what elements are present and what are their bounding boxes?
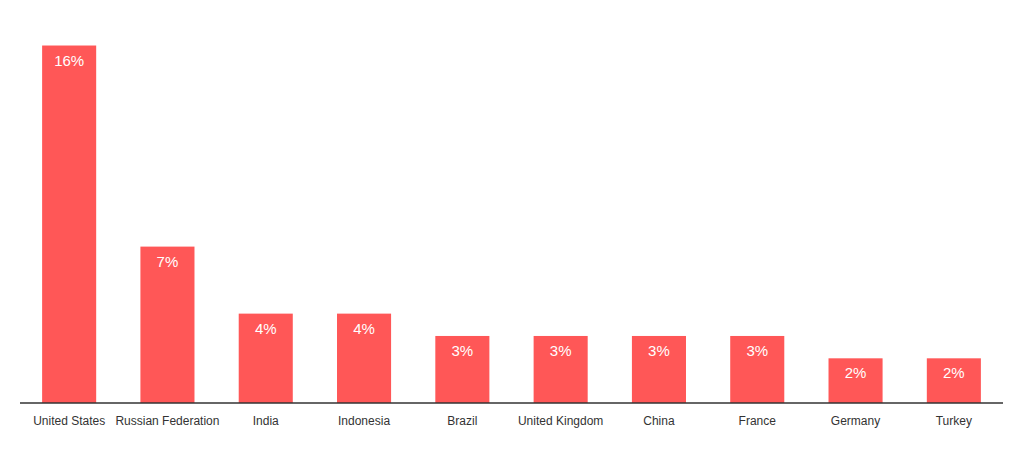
x-tick-label: India xyxy=(253,414,279,428)
x-axis-line xyxy=(20,402,1003,404)
x-tick-label: Brazil xyxy=(447,414,477,428)
data-label: 3% xyxy=(550,342,572,359)
data-labels: 16% 7% 4% 4% 3% 3% 3% 3% 2% 2% xyxy=(54,52,965,382)
x-axis-labels: United States Russian Federation India Indo… xyxy=(33,414,972,428)
bar xyxy=(337,314,391,403)
x-tick-label: Turkey xyxy=(936,414,972,428)
bar xyxy=(632,336,686,403)
bar xyxy=(829,358,883,403)
data-label: 3% xyxy=(452,342,474,359)
chart-container: 16% 7% 4% 4% 3% 3% 3% 3% 2% 2% United States Russia… xyxy=(0,0,1023,451)
data-label: 4% xyxy=(255,320,277,337)
x-tick-label: Germany xyxy=(831,414,880,428)
x-tick-label: Russian Federation xyxy=(115,414,219,428)
data-label: 16% xyxy=(54,52,84,69)
data-label: 3% xyxy=(648,342,670,359)
bars xyxy=(42,46,981,403)
bar xyxy=(140,247,194,403)
bar xyxy=(730,336,784,403)
bar xyxy=(239,314,293,403)
bar xyxy=(927,358,981,403)
data-label: 2% xyxy=(943,364,965,381)
x-tick-label: Indonesia xyxy=(338,414,390,428)
data-label: 2% xyxy=(845,364,867,381)
data-label: 4% xyxy=(353,320,375,337)
bar xyxy=(534,336,588,403)
data-label: 3% xyxy=(746,342,768,359)
x-tick-label: United States xyxy=(33,414,105,428)
bar xyxy=(42,46,96,403)
x-tick-label: China xyxy=(643,414,675,428)
x-tick-label: France xyxy=(739,414,777,428)
bar xyxy=(435,336,489,403)
chart-svg: 16% 7% 4% 4% 3% 3% 3% 3% 2% 2% United States Russia… xyxy=(0,0,1023,451)
x-tick-label: United Kingdom xyxy=(518,414,603,428)
data-label: 7% xyxy=(157,253,179,270)
